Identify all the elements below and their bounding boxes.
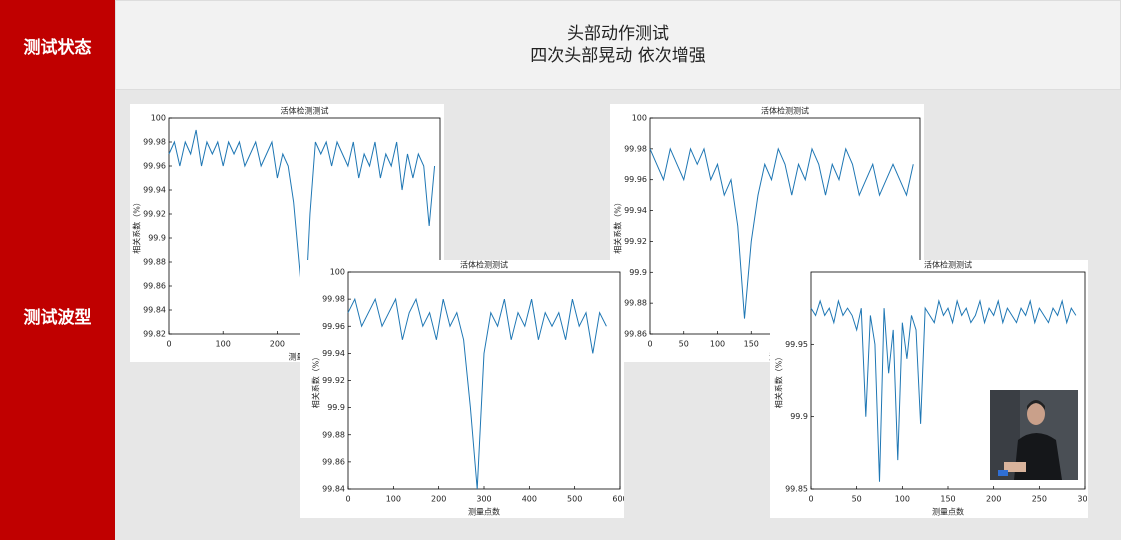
y-tick-label: 99.9: [148, 234, 166, 243]
header: 头部动作测试 四次头部晃动 依次增强: [115, 0, 1121, 90]
y-tick-label: 100: [151, 114, 166, 123]
y-tick-label: 99.92: [624, 237, 647, 246]
x-tick-label: 0: [345, 495, 350, 504]
x-tick-label: 150: [940, 495, 955, 504]
x-tick-label: 300: [1077, 495, 1088, 504]
x-tick-label: 0: [166, 340, 171, 349]
y-tick-label: 99.86: [624, 330, 647, 339]
data-line: [649, 147, 914, 319]
video-inset: [990, 390, 1078, 480]
y-tick-label: 99.94: [322, 349, 345, 358]
x-tick-label: 100: [386, 495, 401, 504]
x-tick-label: 0: [647, 340, 652, 349]
y-tick-label: 99.86: [143, 282, 166, 291]
header-line: 四次头部晃动 依次增强: [530, 46, 706, 66]
y-tick-label: 99.94: [143, 186, 166, 195]
x-tick-label: 200: [270, 340, 285, 349]
chart-title: 活体检测测试: [924, 260, 972, 270]
axes-frame: [347, 271, 621, 490]
y-axis-label: 相关系数（%）: [132, 198, 142, 254]
y-tick-label: 99.96: [143, 162, 166, 171]
chart-title: 活体检测测试: [761, 106, 809, 116]
y-tick-label: 99.88: [624, 299, 647, 308]
y-tick-label: 99.92: [322, 376, 345, 385]
x-tick-label: 250: [1032, 495, 1047, 504]
x-tick-label: 200: [431, 495, 446, 504]
x-tick-label: 100: [710, 340, 725, 349]
y-tick-label: 99.92: [143, 210, 166, 219]
x-tick-label: 100: [895, 495, 910, 504]
y-tick-label: 99.84: [143, 306, 166, 315]
row-label: 测试波型: [0, 90, 115, 540]
y-tick-label: 99.98: [624, 144, 647, 153]
x-axis-label: 测量点数: [468, 507, 500, 517]
y-tick-label: 99.98: [322, 295, 345, 304]
y-tick-label: 100: [330, 268, 345, 277]
y-tick-label: 99.9: [629, 268, 647, 277]
data-line: [810, 298, 1077, 482]
x-tick-label: 600: [612, 495, 624, 504]
y-axis-label: 相关系数（%）: [774, 353, 784, 409]
x-tick-label: 150: [744, 340, 759, 349]
y-tick-label: 99.88: [143, 258, 166, 267]
y-tick-label: 99.94: [624, 206, 647, 215]
chart: 活体检测测试 99.84 99.86 99.88 99.9 99.92 99.94 99.96…: [300, 260, 624, 518]
y-tick-label: 99.98: [143, 138, 166, 147]
y-tick-label: 99.84: [322, 485, 345, 494]
y-tick-label: 99.96: [322, 322, 345, 331]
y-tick-label: 99.85: [785, 485, 808, 494]
x-tick-label: 100: [216, 340, 231, 349]
x-tick-label: 50: [852, 495, 862, 504]
y-tick-label: 99.9: [327, 403, 345, 412]
y-tick-label: 99.9: [790, 412, 808, 421]
y-tick-label: 99.96: [624, 175, 647, 184]
data-line: [347, 297, 607, 490]
y-tick-label: 99.82: [143, 330, 166, 339]
row-label: 测试状态: [0, 0, 115, 90]
x-tick-label: 300: [476, 495, 491, 504]
x-axis-label: 测量点数: [932, 507, 964, 517]
x-tick-label: 400: [522, 495, 537, 504]
y-tick-label: 99.95: [785, 340, 808, 349]
y-axis-label: 相关系数（%）: [613, 198, 623, 254]
x-tick-label: 200: [986, 495, 1001, 504]
chart-title: 活体检测测试: [460, 260, 508, 270]
header-line: 头部动作测试: [567, 24, 669, 44]
y-tick-label: 99.88: [322, 430, 345, 439]
x-tick-label: 50: [679, 340, 689, 349]
y-tick-label: 99.86: [322, 457, 345, 466]
x-tick-label: 0: [808, 495, 813, 504]
y-tick-label: 100: [632, 114, 647, 123]
chart-title: 活体检测测试: [281, 106, 329, 116]
y-axis-label: 相关系数（%）: [311, 353, 321, 409]
x-tick-label: 500: [567, 495, 582, 504]
